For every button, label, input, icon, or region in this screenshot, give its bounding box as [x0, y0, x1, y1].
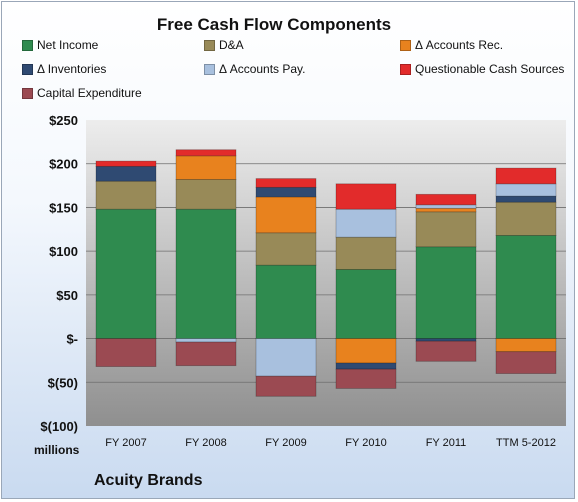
- bar-segment: [495, 351, 557, 374]
- legend-swatch: [204, 39, 215, 51]
- legend-label: Capital Expenditure: [37, 86, 142, 100]
- bar-segment: [255, 196, 317, 234]
- legend-item: D&A: [204, 38, 244, 52]
- bar-segment: [95, 180, 157, 210]
- bar-segment: [255, 264, 317, 339]
- bar-segment: [495, 235, 557, 339]
- x-tick-label: FY 2011: [426, 437, 467, 449]
- legend-label: Δ Accounts Rec.: [415, 38, 504, 52]
- bar-segment: [175, 208, 237, 339]
- bar-segment: [415, 207, 477, 213]
- y-tick-label: $(50): [48, 375, 78, 390]
- legend-label: Δ Accounts Pay.: [219, 62, 306, 76]
- bar-segment: [335, 368, 397, 389]
- legend-item: Δ Inventories: [22, 62, 106, 76]
- bar-segment: [175, 155, 237, 180]
- legend-swatch: [22, 63, 33, 75]
- legend-item: Capital Expenditure: [22, 86, 142, 100]
- bar-segment: [495, 195, 557, 203]
- bar-segment: [335, 362, 397, 370]
- legend-item: Δ Accounts Rec.: [400, 38, 503, 52]
- bar-segment: [415, 204, 477, 209]
- bar-segment: [495, 167, 557, 185]
- bar-segment: [495, 183, 557, 197]
- bar-segment: [255, 178, 317, 188]
- bar-segment: [255, 338, 317, 377]
- legend-swatch: [22, 87, 33, 99]
- legend-label: Questionable Cash Sources: [415, 62, 565, 76]
- legend-swatch: [400, 63, 411, 75]
- y-tick-label: $-: [66, 332, 78, 347]
- bar-segment: [335, 208, 397, 238]
- legend-label: D&A: [219, 38, 244, 52]
- bar-segment: [175, 341, 237, 367]
- x-tick-label: FY 2008: [185, 437, 226, 449]
- bar-segment: [335, 338, 397, 364]
- legend-label: Net Income: [37, 38, 99, 52]
- y-tick-label: $200: [49, 157, 78, 172]
- chart-legend: Net Income D&A Δ Accounts Rec. Δ Inventorie…: [22, 38, 564, 108]
- bar-segment: [175, 179, 237, 210]
- y-tick-label: $(100): [40, 419, 78, 434]
- units-label: millions: [34, 443, 80, 457]
- bar-segment: [255, 232, 317, 266]
- bar-segment: [95, 208, 157, 339]
- bar-segment: [495, 201, 557, 236]
- bar-segment: [95, 160, 157, 167]
- bar-segment: [95, 165, 157, 182]
- legend-swatch: [22, 39, 33, 51]
- bar-segment: [415, 340, 477, 362]
- y-tick-label: $50: [56, 288, 78, 303]
- x-tick-label: TTM 5-2012: [496, 437, 556, 449]
- y-tick-label: $150: [49, 200, 78, 215]
- bar-segment: [415, 246, 477, 339]
- bar-segment: [255, 186, 317, 198]
- bar-segment: [175, 338, 237, 343]
- bar-segment: [335, 183, 397, 210]
- bar-segment: [255, 375, 317, 397]
- y-tick-label: $250: [49, 113, 78, 128]
- bar-segment: [335, 269, 397, 339]
- legend-item: Questionable Cash Sources: [400, 62, 564, 76]
- legend-item: Net Income: [22, 38, 98, 52]
- bar-segment: [335, 236, 397, 270]
- company-name: Acuity Brands: [94, 472, 203, 489]
- y-tick-label: $100: [49, 244, 78, 259]
- bar-segment: [415, 193, 477, 206]
- x-tick-label: FY 2007: [105, 437, 146, 449]
- bar-segment: [175, 149, 237, 157]
- bar-segment: [495, 338, 557, 353]
- legend-swatch: [400, 39, 411, 51]
- bar-segment: [95, 338, 157, 367]
- x-tick-label: FY 2009: [265, 437, 306, 449]
- plot-area: [86, 120, 566, 426]
- bar-segment: [415, 211, 477, 248]
- legend-label: Δ Inventories: [37, 62, 107, 76]
- legend-swatch: [204, 63, 215, 75]
- legend-item: Δ Accounts Pay.: [204, 62, 306, 76]
- chart-title: Free Cash Flow Components: [156, 15, 392, 34]
- x-tick-label: FY 2010: [345, 437, 386, 449]
